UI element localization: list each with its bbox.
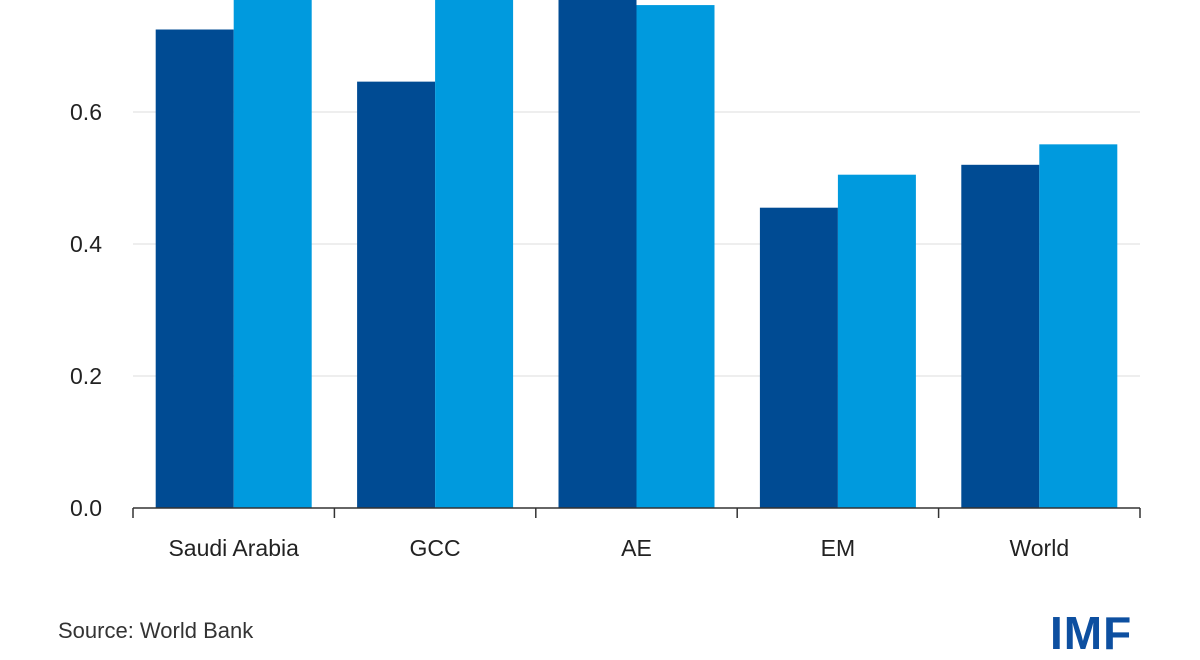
bar (155, 29, 234, 508)
x-category-label: World (1009, 535, 1069, 561)
bar-chart: 0.0 0.2 0.4 0.6 Saudi Arabia GCC AE EM World (70, 0, 1141, 561)
y-tick-label: 0.4 (70, 231, 102, 257)
x-category-label: AE (621, 535, 652, 561)
bar (961, 164, 1040, 509)
y-tick-label: 0.6 (70, 99, 102, 125)
bars (155, 0, 1118, 509)
bar (357, 81, 436, 508)
x-category-label: EM (821, 535, 856, 561)
bar (636, 5, 715, 509)
y-tick-label: 0.2 (70, 363, 102, 389)
bar (837, 174, 916, 508)
bar (233, 0, 312, 508)
y-axis-labels: 0.0 0.2 0.4 0.6 (70, 99, 102, 521)
x-category-label: Saudi Arabia (168, 535, 299, 561)
bar (558, 0, 637, 508)
bar (1039, 144, 1118, 508)
bar (435, 0, 514, 508)
source-note: Source: World Bank (58, 618, 254, 643)
x-axis (132, 507, 1141, 518)
x-category-label: GCC (410, 535, 461, 561)
bar (759, 207, 838, 508)
x-axis-labels: Saudi Arabia GCC AE EM World (168, 535, 1069, 561)
y-tick-label: 0.0 (70, 495, 102, 521)
imf-logo: IMF (1050, 607, 1133, 659)
